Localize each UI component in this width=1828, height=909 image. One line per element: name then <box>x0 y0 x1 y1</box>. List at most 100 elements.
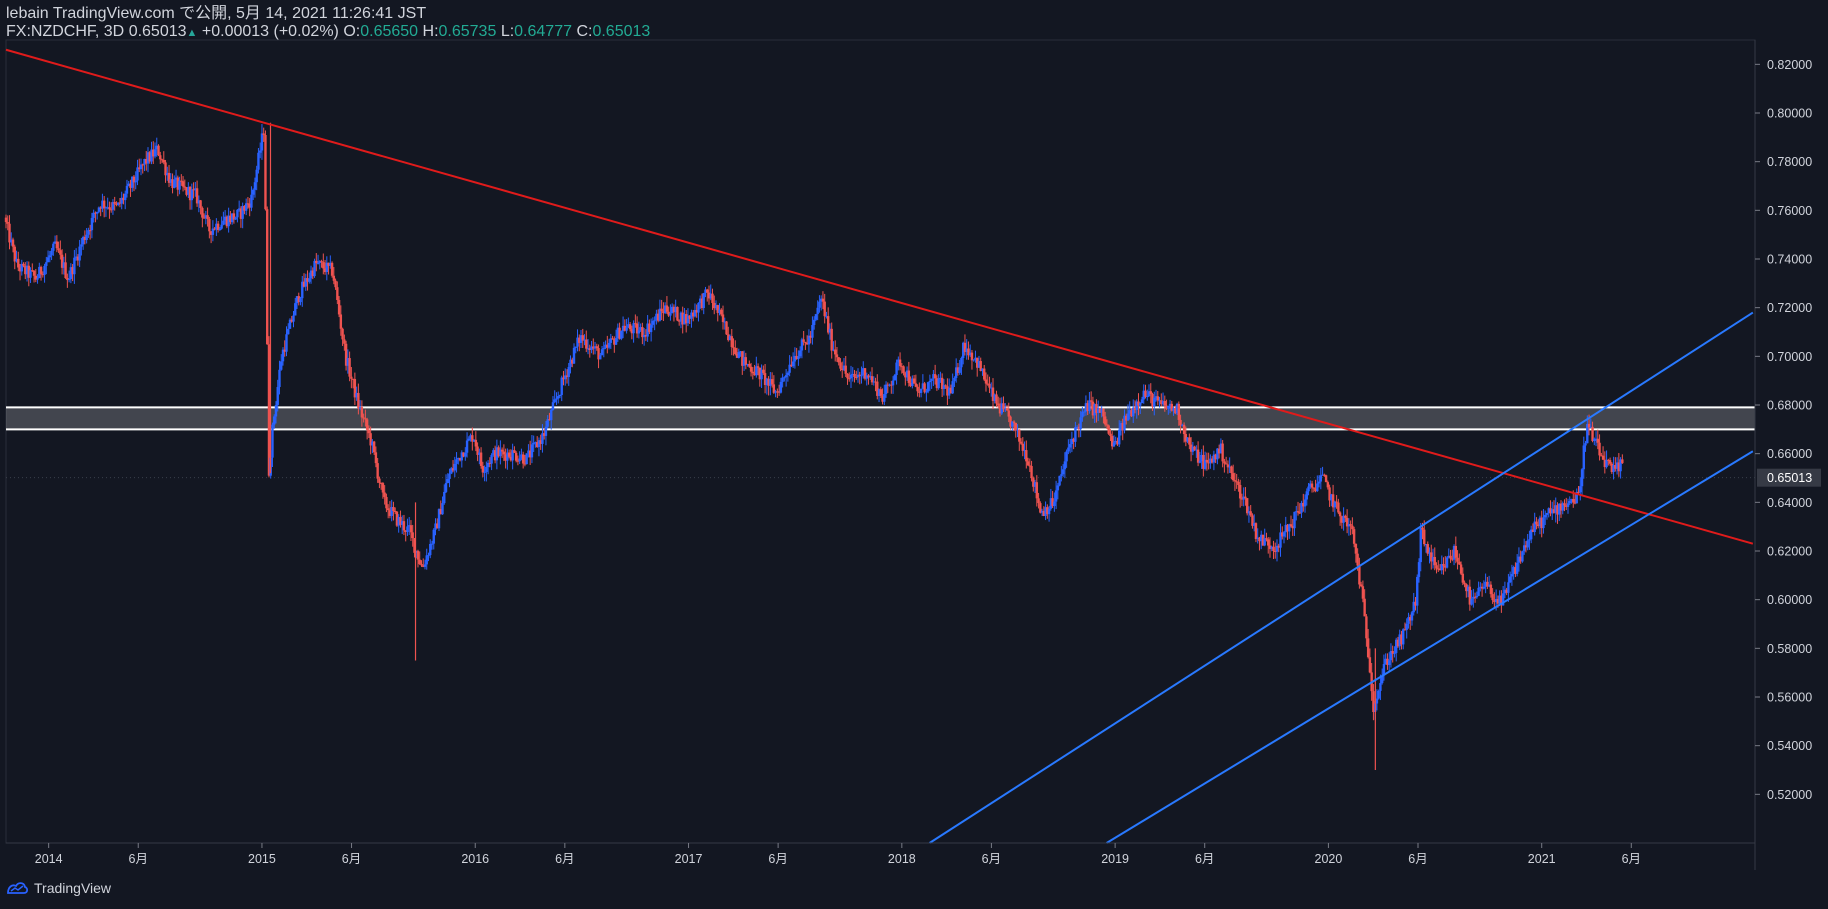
time-tick-label: 2017 <box>675 852 703 866</box>
candle-body <box>895 362 898 376</box>
candle-body <box>400 521 404 525</box>
candle-body <box>514 452 518 461</box>
price-axis: 0.82000 0.80000 0.78000 0.76000 0.74000 0.720… <box>1754 40 1821 870</box>
candle-body <box>683 314 686 325</box>
candle-body <box>774 391 777 393</box>
candle-body <box>358 407 362 409</box>
candle-body <box>1521 551 1524 562</box>
candle-body <box>1324 475 1328 483</box>
candle-body <box>139 164 143 170</box>
candle-body <box>20 263 23 272</box>
candle-body <box>157 145 160 156</box>
candle-body <box>376 463 379 479</box>
candle-body <box>1603 459 1607 468</box>
candle-body <box>907 370 911 383</box>
candle-body <box>1340 516 1344 523</box>
candle-body <box>1552 509 1556 513</box>
candle-body <box>783 377 786 379</box>
candle-body <box>99 207 102 209</box>
candle-body <box>1484 581 1487 587</box>
candle-body <box>776 391 779 393</box>
candle-body <box>1086 403 1089 412</box>
candle-body <box>143 158 146 165</box>
candle-body <box>1247 511 1251 514</box>
candle-body <box>159 155 162 160</box>
candle-body <box>94 212 97 214</box>
candle-body <box>322 262 325 269</box>
candle-body <box>1004 408 1007 410</box>
candle-body <box>1596 438 1600 443</box>
candle-body <box>756 366 760 368</box>
candle-body <box>1216 448 1219 460</box>
candle-body <box>437 509 441 529</box>
candle-body <box>1174 408 1177 414</box>
candle-body <box>381 483 385 493</box>
candle-body <box>367 429 371 434</box>
candle-body <box>1398 634 1401 647</box>
candle-body <box>369 433 372 446</box>
candle-body <box>1598 442 1601 456</box>
candle-body <box>925 391 928 393</box>
footer-branding[interactable]: TradingView <box>6 880 111 896</box>
time-tick-label: 2018 <box>888 852 916 866</box>
candle-body <box>1139 403 1142 406</box>
candle-body <box>997 403 1000 406</box>
candle-body <box>961 342 965 359</box>
last-price-tag-label: 0.65013 <box>1767 471 1812 485</box>
candle-body <box>1168 403 1172 406</box>
candle-body <box>635 323 639 334</box>
candle-body <box>18 267 22 272</box>
candle-body <box>1105 424 1109 426</box>
candle-body <box>828 328 832 333</box>
symbol-label[interactable]: FX:NZDCHF, 3D <box>6 23 125 40</box>
candle-body <box>495 447 499 461</box>
candle-body <box>1151 393 1154 407</box>
candlestick-series <box>4 122 1624 770</box>
candle-body <box>718 309 721 313</box>
close-value: 0.65013 <box>592 23 651 40</box>
candle-body <box>579 335 583 343</box>
candle-body <box>1347 524 1351 527</box>
candle-body <box>166 172 169 176</box>
candle-body <box>227 215 230 227</box>
candle-body <box>881 395 884 402</box>
candle-body <box>951 381 954 394</box>
candle-body <box>1395 639 1398 654</box>
candle-body <box>935 378 939 389</box>
price-tick-label: 0.74000 <box>1767 253 1812 267</box>
candle-body <box>1202 454 1205 469</box>
candle-body <box>1125 415 1128 421</box>
candle-body <box>290 319 293 322</box>
candle-body <box>940 377 944 390</box>
candle-body <box>1026 461 1030 466</box>
candle-body <box>995 394 998 404</box>
price-tick-label: 0.80000 <box>1767 107 1812 121</box>
candle-body <box>167 172 171 183</box>
candle-body <box>1573 502 1577 504</box>
candle-body <box>48 255 52 258</box>
candle-body <box>853 373 856 377</box>
candle-body <box>194 188 197 191</box>
candle-body <box>262 133 265 135</box>
change-label: +0.00013 (+0.02%) <box>201 23 339 40</box>
last-price-tag <box>1757 468 1821 487</box>
candle-body <box>1114 440 1117 443</box>
candle-body <box>1508 576 1512 583</box>
candle-body <box>679 312 683 322</box>
candle-body <box>620 331 623 339</box>
candle-body <box>1305 491 1308 500</box>
candle-body <box>308 278 311 282</box>
candle-body <box>488 462 492 464</box>
candle-body <box>1107 425 1110 434</box>
candle-body <box>557 396 560 399</box>
candle-body <box>1126 413 1130 421</box>
candle-body <box>1233 480 1237 482</box>
candle-body <box>197 200 201 204</box>
candle-body <box>29 270 32 278</box>
high-key: H: <box>422 23 439 40</box>
candle-body <box>499 449 502 457</box>
price-chart[interactable]: 0.82000 0.80000 0.78000 0.76000 0.74000 0.720… <box>0 0 1828 870</box>
candle-body <box>872 381 875 383</box>
candle-body <box>1275 545 1279 552</box>
candle-body <box>709 293 712 299</box>
